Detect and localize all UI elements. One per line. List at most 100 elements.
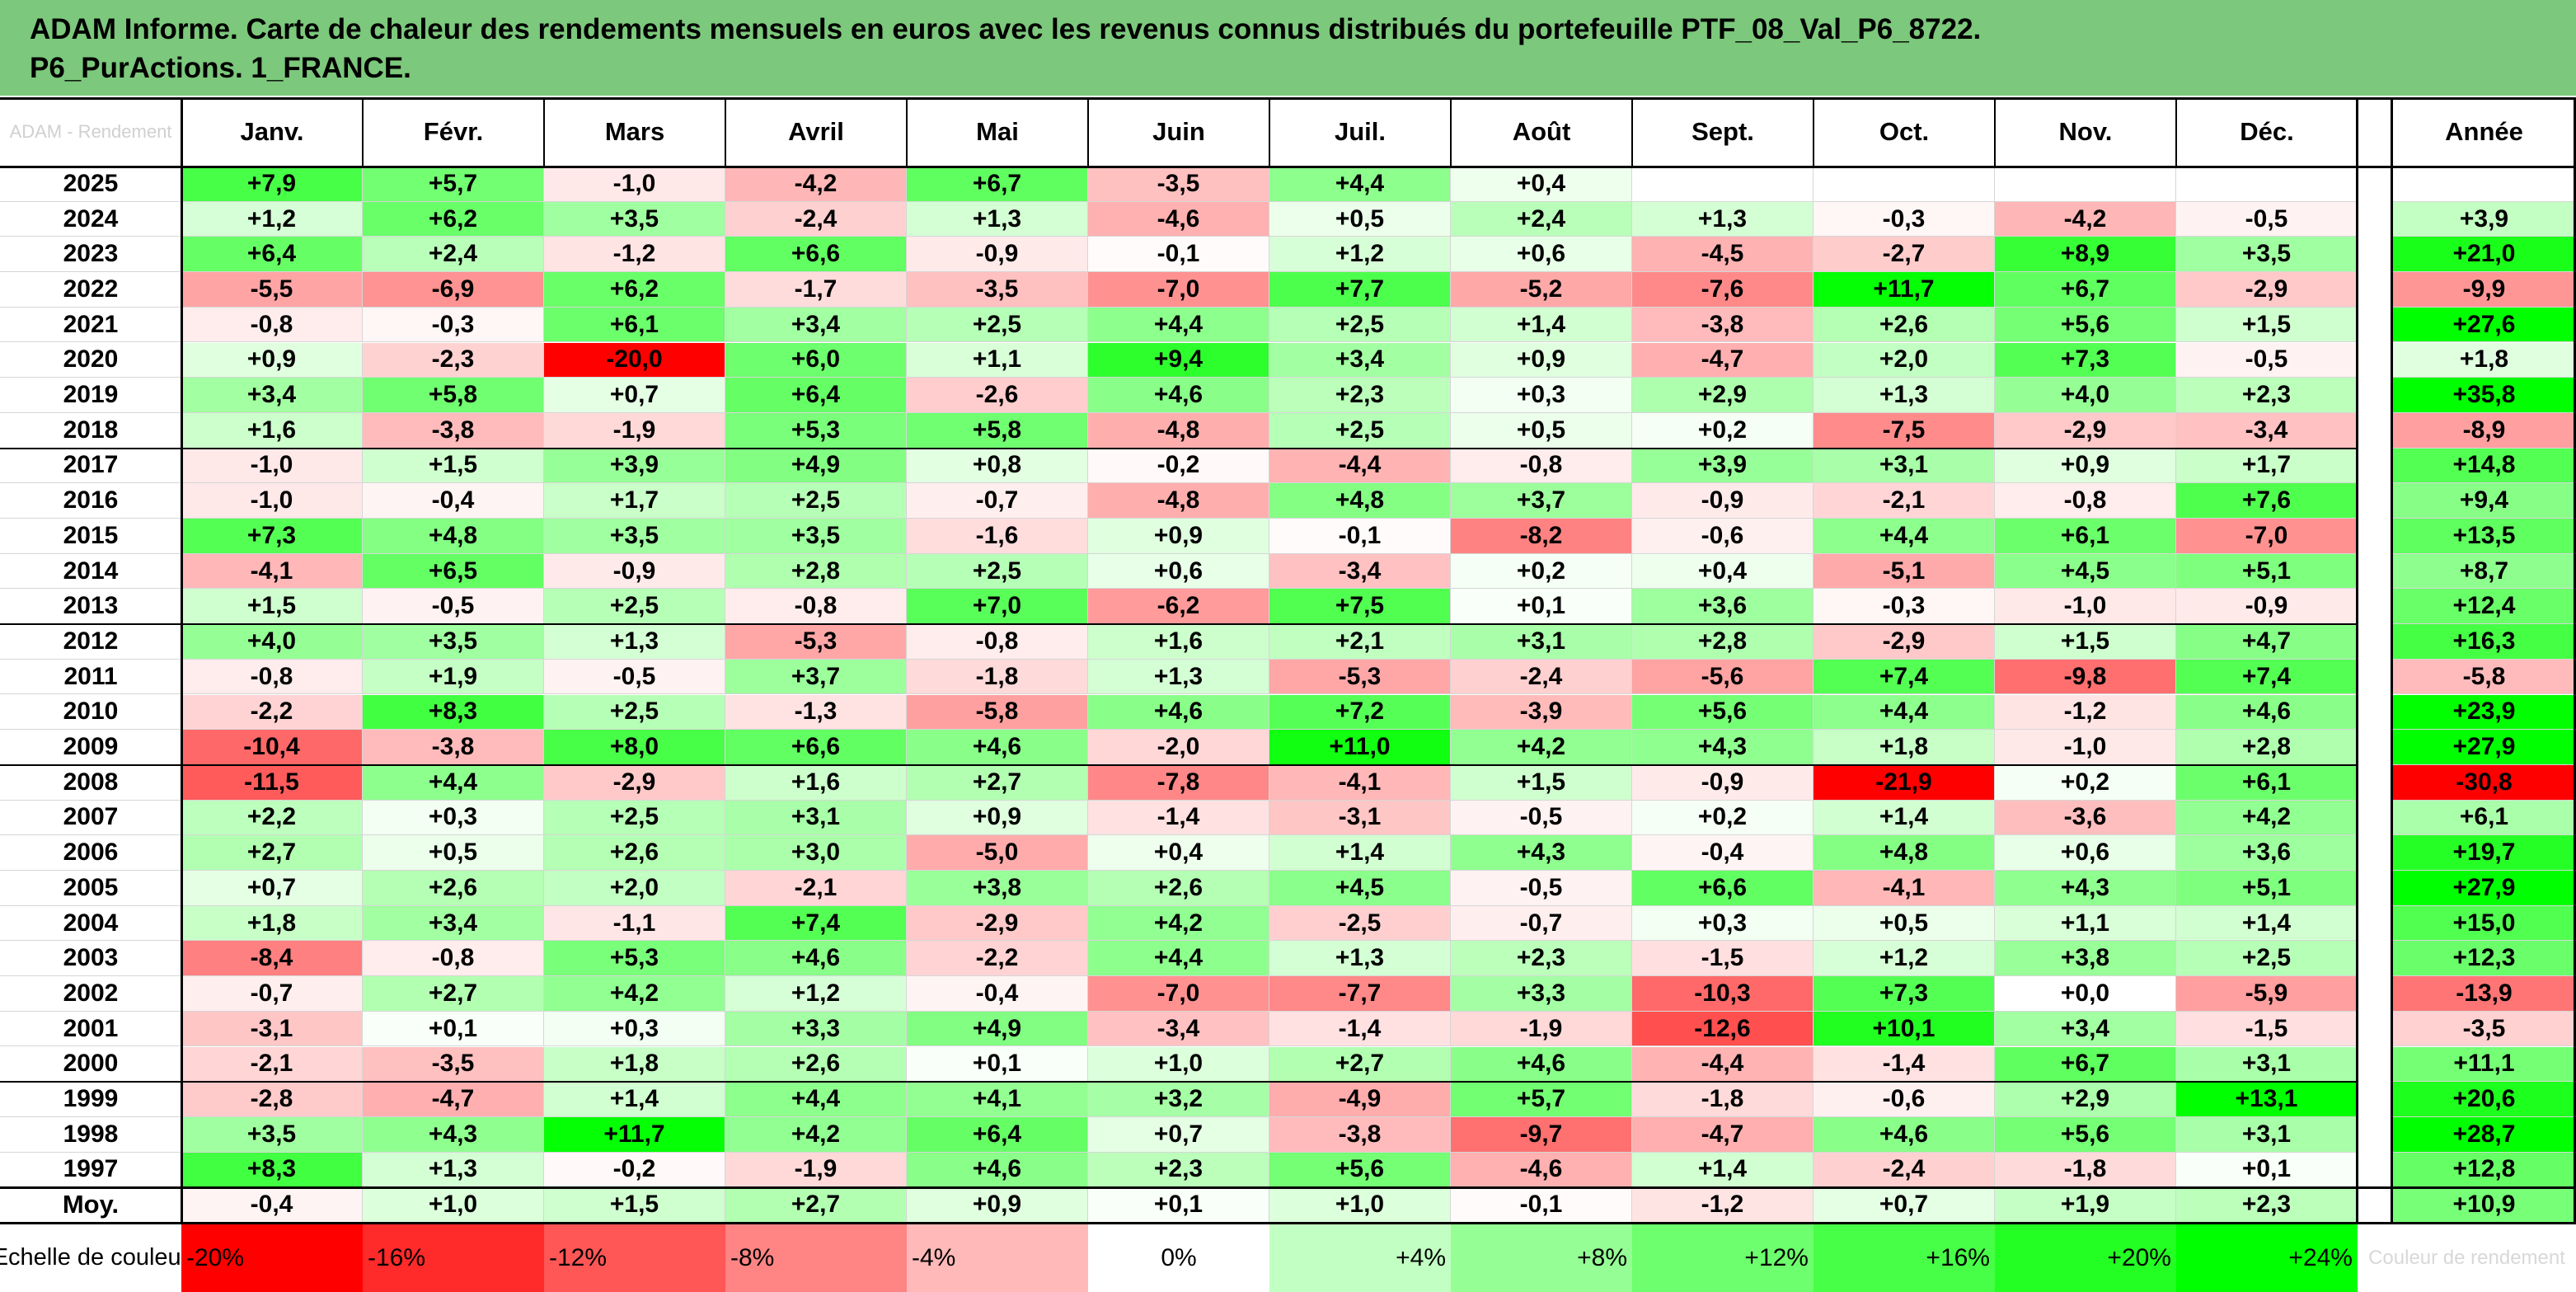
heatmap-cell (1814, 167, 1995, 202)
heatmap-cell: +8,3 (363, 694, 544, 731)
heatmap-cell: -1,9 (725, 1152, 907, 1188)
heatmap-cell: +0,9 (181, 342, 363, 378)
average-top-line (0, 1186, 2576, 1190)
heatmap-cell: +1,5 (2176, 307, 2358, 343)
heatmap-cell: +1,6 (181, 412, 363, 449)
average-cell: +2,7 (725, 1187, 907, 1223)
heatmap-cell: +13,1 (2176, 1082, 2358, 1117)
heatmap-cell: +4,6 (1451, 1046, 1632, 1083)
heatmap-cell: -0,3 (1814, 201, 1995, 237)
row-year-label: 1997 (0, 1152, 181, 1188)
heatmap-cell: +4,9 (725, 448, 907, 484)
heatmap-cell: +6,0 (725, 342, 907, 378)
month-header: Août (1451, 97, 1632, 167)
heatmap-cell: -1,8 (907, 659, 1088, 695)
heatmap-cell: +6,1 (544, 307, 725, 343)
average-cell: +0,1 (1088, 1187, 1269, 1223)
heatmap-cell: -0,2 (1088, 448, 1269, 484)
heatmap-cell: -12,6 (1632, 1011, 1814, 1047)
heatmap-cell: -0,8 (1995, 483, 2176, 519)
heatmap-cell: -2,9 (2176, 272, 2358, 308)
annual-cell: +1,8 (2392, 342, 2576, 378)
row-year-label: 2010 (0, 694, 181, 731)
heatmap-cell: -0,6 (1814, 1082, 1995, 1117)
heatmap-cell: -3,8 (363, 730, 544, 765)
heatmap-cell: +4,6 (907, 730, 1088, 765)
heatmap-cell: +6,2 (363, 201, 544, 237)
heatmap-cell: +3,4 (363, 905, 544, 942)
heatmap-cell: +3,1 (1451, 624, 1632, 660)
heatmap-cell: +7,0 (907, 589, 1088, 625)
heatmap-cell: -4,7 (1632, 342, 1814, 378)
heatmap-cell: -0,1 (1269, 519, 1451, 554)
heatmap-cell: +4,6 (1088, 378, 1269, 413)
heatmap-cell: +5,8 (907, 412, 1088, 449)
heatmap-cell: +4,2 (544, 976, 725, 1012)
heatmap-cell: -4,8 (1088, 483, 1269, 519)
heatmap-cell: +1,2 (1814, 941, 1995, 977)
average-label: Moy. (0, 1187, 181, 1223)
heatmap-cell: +3,5 (725, 519, 907, 554)
heatmap-cell: +4,7 (2176, 624, 2358, 660)
heatmap-cell: +3,2 (1088, 1082, 1269, 1117)
heatmap-cell: +1,3 (1088, 659, 1269, 695)
heatmap-cell: +0,5 (363, 835, 544, 871)
row-year-label: 2015 (0, 519, 181, 554)
heatmap-cell: -1,9 (544, 412, 725, 449)
heatmap-cell: +1,3 (544, 624, 725, 660)
heatmap-cell: +6,4 (181, 237, 363, 273)
heatmap-cell: +0,2 (1632, 412, 1814, 449)
color-scale-swatch: +16% (1814, 1224, 1995, 1292)
heatmap-cell: +1,4 (2176, 905, 2358, 942)
period-separator (0, 763, 2358, 766)
heatmap-cell: -5,5 (181, 272, 363, 308)
average-cell: +0,7 (1814, 1187, 1995, 1223)
heatmap-cell: -1,8 (1995, 1152, 2176, 1188)
heatmap-cell: +4,2 (1088, 905, 1269, 942)
heatmap-cell: +0,9 (1088, 519, 1269, 554)
heatmap-cell: +2,3 (2176, 378, 2358, 413)
heatmap-cell: +6,6 (725, 730, 907, 765)
year-column-header: Année (2392, 97, 2576, 167)
heatmap-cell: +4,5 (1269, 871, 1451, 906)
heatmap-cell: -4,6 (1451, 1152, 1632, 1188)
heatmap-cell: -4,4 (1632, 1046, 1814, 1083)
heatmap-cell: +7,4 (2176, 659, 2358, 695)
heatmap-cell: +3,4 (1995, 1011, 2176, 1047)
row-year-label: 2022 (0, 272, 181, 308)
heatmap-cell: +3,5 (544, 201, 725, 237)
heatmap-cell: +0,2 (1451, 553, 1632, 590)
heatmap-cell: +2,5 (544, 589, 725, 625)
heatmap-cell (1632, 167, 1814, 202)
color-scale-swatch: -8% (725, 1224, 907, 1292)
month-separator (1813, 97, 1814, 167)
heatmap-cell: +5,8 (363, 378, 544, 413)
heatmap-cell: -9,7 (1451, 1116, 1632, 1153)
color-scale-swatch: 0% (1088, 1224, 1269, 1292)
heatmap-cell: +1,2 (1269, 237, 1451, 273)
heatmap-cell: +5,7 (1451, 1082, 1632, 1117)
heatmap-cell: +0,9 (907, 800, 1088, 836)
header-bottom-line (0, 166, 2576, 168)
heatmap-cell: -3,9 (1451, 694, 1632, 731)
heatmap-cell: -4,6 (1088, 201, 1269, 237)
heatmap-cell: +0,1 (1451, 589, 1632, 625)
heatmap-cell: +2,5 (907, 307, 1088, 343)
heatmap-cell: -9,8 (1995, 659, 2176, 695)
heatmap-cell: +8,3 (181, 1152, 363, 1188)
heatmap-cell: -3,5 (907, 272, 1088, 308)
heatmap-cell: +5,6 (1995, 307, 2176, 343)
heatmap-cell: -3,6 (1995, 800, 2176, 836)
heatmap-cell: +7,3 (181, 519, 363, 554)
heatmap-cell: +6,4 (907, 1116, 1088, 1153)
heatmap-cell: +4,0 (181, 624, 363, 660)
heatmap-cell: +2,8 (1632, 624, 1814, 660)
heatmap-cell: -2,4 (1451, 659, 1632, 695)
heatmap-cell: -0,5 (1451, 871, 1632, 906)
heatmap-cell: -5,1 (1814, 553, 1995, 590)
heatmap-cell: +1,7 (544, 483, 725, 519)
annual-cell: +9,4 (2392, 483, 2576, 519)
annual-left-line (2391, 97, 2393, 1223)
heatmap-cell: +0,3 (1632, 905, 1814, 942)
average-cell: +1,9 (1995, 1187, 2176, 1223)
